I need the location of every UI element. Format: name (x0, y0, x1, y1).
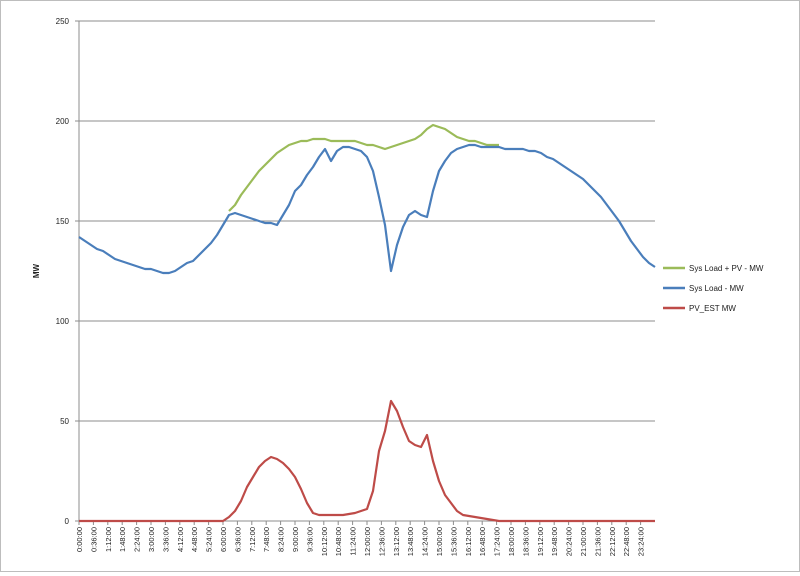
x-tick-label: 22:12:00 (608, 527, 617, 556)
x-tick-label: 22:48:00 (622, 527, 631, 556)
y-tick-label: 250 (56, 17, 70, 26)
y-tick-label: 0 (65, 517, 70, 526)
x-tick-label: 19:48:00 (550, 527, 559, 556)
x-tick-label: 21:36:00 (593, 527, 602, 556)
x-tick-label: 15:00:00 (435, 527, 444, 556)
x-tick-label: 16:48:00 (478, 527, 487, 556)
legend-label-pv_est: PV_EST MW (689, 304, 736, 313)
x-tick-label: 3:36:00 (161, 527, 170, 552)
x-tick-label: 17:24:00 (493, 527, 502, 556)
x-tick-label: 0:36:00 (89, 527, 98, 552)
x-tick-label: 18:36:00 (521, 527, 530, 556)
axes: 0 50 100 150 200 250 0:00:00 0:36:00 1:12:00 1:48… (56, 17, 655, 556)
series-line-sys_load_plus_pv (228, 123, 499, 212)
x-tick-label: 6:00:00 (219, 527, 228, 552)
series-lines (78, 123, 656, 523)
x-tick-label: 21:00:00 (579, 527, 588, 556)
x-tick-label: 11:24:00 (349, 527, 358, 556)
x-tick-label: 4:12:00 (176, 527, 185, 552)
x-tick-label: 7:12:00 (248, 527, 257, 552)
x-tick-label: 9:00:00 (291, 527, 300, 552)
x-tick-label: 10:48:00 (334, 527, 343, 556)
x-tick-label: 0:00:00 (75, 527, 84, 552)
x-tick-label: 5:24:00 (205, 527, 214, 552)
y-tick-label: 200 (56, 117, 70, 126)
x-tick-label: 20:24:00 (565, 527, 574, 556)
y-tick-label: 150 (56, 217, 70, 226)
x-tick-label: 16:12:00 (464, 527, 473, 556)
y-tick-label: 50 (60, 417, 69, 426)
x-tick-label: 2:24:00 (133, 527, 142, 552)
y-axis-label: MW (32, 263, 41, 278)
x-tick-label: 1:12:00 (104, 527, 113, 552)
x-tick-label: 9:36:00 (305, 527, 314, 552)
x-tick-label: 13:12:00 (392, 527, 401, 556)
x-tick-label: 18:00:00 (507, 527, 516, 556)
x-tick-label: 3:00:00 (147, 527, 156, 552)
series-line-pv_est (79, 399, 655, 523)
legend: Sys Load + PV - MW Sys Load - MW PV_EST MW (663, 264, 764, 313)
x-tick-label: 7:48:00 (262, 527, 271, 552)
x-tick-label: 6:36:00 (233, 527, 242, 552)
legend-label-sys_load_plus_pv: Sys Load + PV - MW (689, 264, 764, 273)
x-tick-label: 23:24:00 (637, 527, 646, 556)
x-tick-label: 15:36:00 (449, 527, 458, 556)
legend-label-sys_load: Sys Load - MW (689, 284, 744, 293)
x-tick-label: 1:48:00 (118, 527, 127, 552)
x-tick-label: 8:24:00 (277, 527, 286, 552)
x-tick-label: 14:24:00 (421, 527, 430, 556)
y-tick-label: 100 (56, 317, 70, 326)
gridlines (79, 20, 655, 422)
x-tick-label: 10:12:00 (320, 527, 329, 556)
x-tick-label: 12:36:00 (377, 527, 386, 556)
x-tick-label: 19:12:00 (536, 527, 545, 556)
series-line-sys_load (78, 143, 656, 275)
x-tick-label: 4:48:00 (190, 527, 199, 552)
x-tick-label: 13:48:00 (406, 527, 415, 556)
x-tick-label: 12:00:00 (363, 527, 372, 556)
